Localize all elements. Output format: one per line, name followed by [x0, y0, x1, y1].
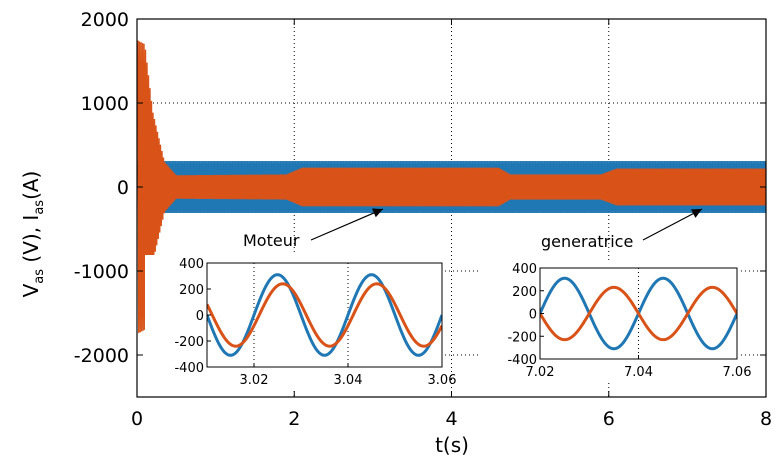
annotations: Moteur generatrice [243, 208, 703, 251]
arrow-generatrice [642, 208, 703, 241]
y-axis-label-text: Vas (V), Ias(A) [19, 171, 47, 298]
inset-y-tick-label: 200 [512, 285, 537, 300]
arrow-moteur [310, 208, 384, 241]
x-axis-label: t(s) [435, 433, 469, 457]
x-tick-label: 8 [760, 408, 772, 430]
series-current [137, 40, 767, 334]
y-axis-label: Vas (V), Ias(A) [19, 171, 47, 298]
x-tick-label: 0 [131, 408, 143, 430]
inset-x-tick-label: 7.06 [723, 365, 752, 380]
arrow-generatrice-head [691, 209, 702, 218]
inset-y-tick-label: 0 [529, 308, 537, 323]
inset-x-tick-label: 7.04 [624, 365, 653, 380]
arrow-moteur-head [372, 208, 383, 218]
x-tick-label: 2 [288, 408, 300, 430]
annotation-arrows [310, 208, 703, 241]
inset-series-current [540, 285, 737, 342]
y-tick-label: -1000 [74, 261, 129, 283]
inset-y-tick-label: 400 [179, 257, 204, 272]
inset-y-tick-label: 0 [196, 309, 204, 324]
inset-zoom-2: 7.02 7.04 7.06 400 200 0 -200 -400 [478, 260, 751, 383]
inset-series-current [207, 282, 442, 348]
y-tick-label: -2000 [74, 345, 129, 367]
inset-background [145, 255, 444, 391]
inset-y-tick-label: -200 [507, 330, 537, 345]
annotation-moteur: Moteur [243, 231, 300, 250]
inset-y-tick-label: -200 [174, 335, 204, 350]
inset-x-tick-label: 3.06 [428, 373, 457, 388]
inset-background [478, 260, 739, 383]
y-tick-label: 1000 [81, 93, 129, 115]
inset-x-tick-label: 3.04 [334, 373, 363, 388]
main-series [137, 40, 767, 334]
inset-series-voltage [207, 273, 442, 357]
y-tick-label: 2000 [81, 9, 129, 31]
inset-series [540, 276, 737, 351]
inset-series [207, 273, 442, 357]
inset-y-tick-label: -400 [507, 353, 537, 368]
inset-x-tick-label: 7.02 [526, 365, 555, 380]
x-tick-label: 6 [603, 408, 615, 430]
annotation-generatrice: generatrice [541, 232, 633, 251]
y-tick-label: 0 [117, 177, 129, 199]
inset-zoom-1: 3.02 3.04 3.06 400 200 0 -200 -400 [145, 255, 456, 391]
inset-y-tick-label: 200 [179, 283, 204, 298]
inset-y-tick-label: 400 [512, 262, 537, 277]
x-tick-label: 4 [445, 408, 457, 430]
inset-x-tick-label: 3.02 [240, 373, 269, 388]
inset-y-tick-label: -400 [174, 361, 204, 376]
